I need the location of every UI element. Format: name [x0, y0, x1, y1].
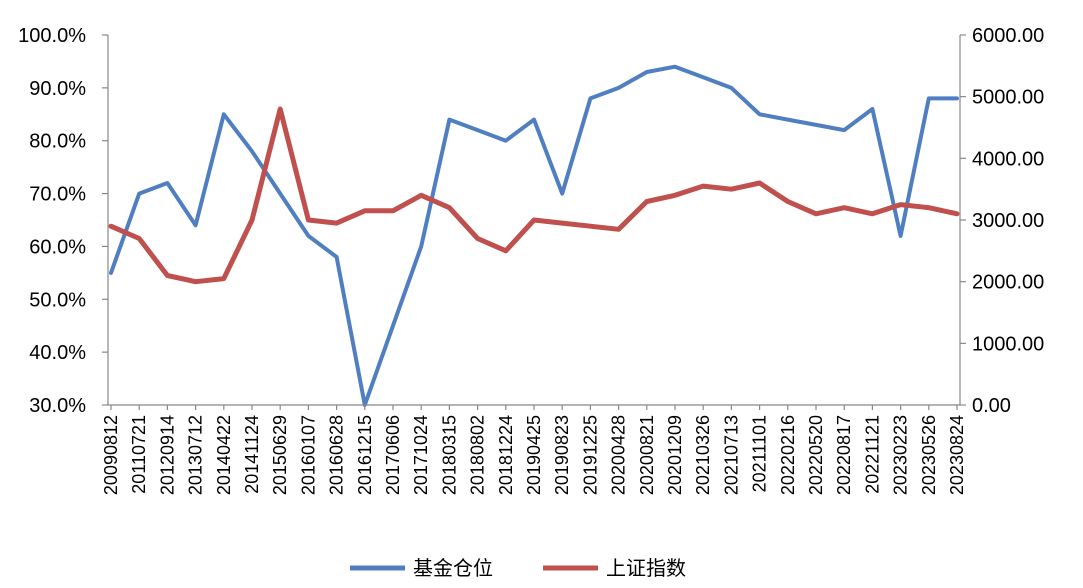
- right-tick-label: 6000.00: [972, 25, 1044, 47]
- left-tick-label: 60.0%: [29, 236, 86, 258]
- x-tick-label: 20211101: [750, 415, 770, 492]
- left-tick-label: 50.0%: [29, 289, 86, 311]
- x-tick-label: 20221121: [862, 415, 882, 494]
- x-tick-label: 20230223: [891, 415, 911, 495]
- left-tick-label: 70.0%: [29, 184, 86, 206]
- x-tick-label: 20190823: [552, 415, 572, 495]
- x-tick-label: 20220817: [834, 415, 854, 495]
- x-tick-label: 20180315: [439, 415, 459, 495]
- left-y-axis: 30.0% 40.0% 50.0% 60.0% 70.0% 80.0% 90.0% 100.0…: [18, 25, 109, 417]
- left-tick-label: 30.0%: [29, 395, 86, 417]
- x-tick-label: 20210713: [721, 415, 741, 495]
- x-tick-label: 20180802: [468, 415, 488, 495]
- x-tick-label: 20160107: [298, 415, 318, 495]
- x-tick-label: 20210326: [693, 415, 713, 495]
- legend-label: 基金仓位: [413, 556, 493, 580]
- x-tick-label: 20200821: [637, 415, 657, 495]
- fund-position-line: [109, 64, 959, 407]
- x-tick-label: 20110721: [129, 415, 149, 494]
- x-tick-label: 20220216: [778, 415, 798, 495]
- x-tick-label: 20171024: [411, 415, 431, 495]
- right-tick-label: 3000.00: [972, 210, 1044, 232]
- left-tick-label: 80.0%: [29, 131, 86, 153]
- legend: 基金仓位 上证指数: [350, 556, 686, 580]
- plot-area: [108, 64, 960, 407]
- left-tick-label: 100.0%: [18, 25, 86, 47]
- right-y-axis: 0.00 1000.00 2000.00 3000.00 4000.00 5000.00 6…: [959, 25, 1044, 417]
- left-tick-label: 40.0%: [29, 342, 86, 364]
- x-tick-label: 20200428: [609, 415, 629, 495]
- x-tick-label: 20160628: [327, 415, 347, 495]
- x-axis: 20090812 20110721 20120914 20130712 20140422…: [101, 404, 967, 495]
- right-tick-label: 2000.00: [972, 272, 1044, 294]
- x-tick-label: 20161215: [355, 415, 375, 495]
- x-tick-label: 20191225: [580, 415, 600, 495]
- x-tick-label: 20130712: [186, 415, 206, 495]
- right-tick-label: 1000.00: [972, 333, 1044, 355]
- right-tick-label: 5000.00: [972, 87, 1044, 109]
- x-tick-label: 20150629: [270, 415, 290, 495]
- x-tick-label: 20230824: [947, 415, 967, 495]
- x-tick-label: 20220520: [806, 415, 826, 495]
- x-tick-label: 20141124: [242, 415, 262, 494]
- x-tick-label: 20230526: [919, 415, 939, 495]
- x-tick-label: 20201209: [665, 415, 685, 495]
- x-tick-label: 20140422: [214, 415, 234, 495]
- legend-label: 上证指数: [606, 556, 686, 580]
- right-tick-label: 0.00: [972, 395, 1011, 417]
- left-tick-label: 90.0%: [29, 78, 86, 100]
- x-tick-label: 20190425: [524, 415, 544, 495]
- x-tick-label: 20090812: [101, 415, 121, 495]
- x-tick-label: 20181224: [496, 415, 516, 495]
- x-tick-label: 20170606: [383, 415, 403, 495]
- shanghai-index-line: [108, 106, 960, 285]
- x-tick-label: 20120914: [157, 415, 177, 495]
- right-tick-label: 4000.00: [972, 148, 1044, 170]
